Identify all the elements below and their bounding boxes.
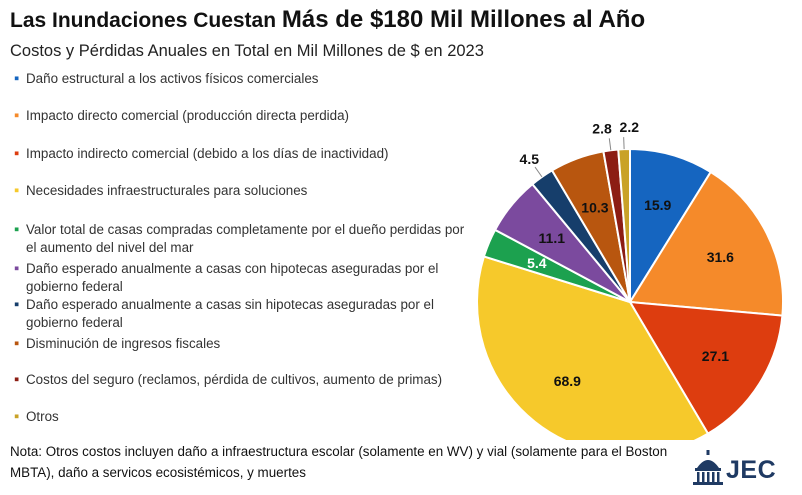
data-label: 68.9 bbox=[554, 373, 581, 389]
title-part-1: Las Inundaciones Cuestan bbox=[10, 9, 282, 32]
legend-label: Disminución de ingresos fiscales bbox=[26, 336, 221, 351]
legend-bullet: ▪ bbox=[14, 182, 20, 199]
data-label: 27.1 bbox=[702, 348, 729, 364]
footnote: Nota: Otros costos incluyen daño a infra… bbox=[10, 444, 668, 480]
legend-bullet: ▪ bbox=[14, 107, 20, 124]
legend-label: Daño esperado anualmente a casas con hip… bbox=[26, 261, 439, 294]
data-label: 31.6 bbox=[707, 249, 734, 265]
legend-bullet: ▪ bbox=[14, 221, 20, 238]
legend-bullet: ▪ bbox=[14, 371, 20, 388]
chart-subtitle: Costos y Pérdidas Anuales en Total en Mi… bbox=[10, 42, 484, 60]
pie-slice bbox=[628, 170, 784, 317]
legend-item: ▪ Otros bbox=[14, 408, 474, 426]
pie-slice bbox=[628, 300, 784, 436]
legend-label: Otros bbox=[26, 409, 59, 424]
legend-item: ▪ Daño estructural a los activos físicos … bbox=[14, 70, 474, 88]
legend-item: ▪ Impacto directo comercial (producción d… bbox=[14, 107, 474, 125]
legend-item: ▪ Costos del seguro (reclamos, pérdida de… bbox=[14, 371, 474, 389]
logo-text: JEC bbox=[726, 456, 777, 484]
pie-chart: 15.9 31.6 27.1 68.9 5.4 11.1 4.5 10.3 2.8 2.2 bbox=[476, 119, 784, 440]
chart-title: Las Inundaciones Cuestan Más de $180 Mil… bbox=[10, 6, 645, 34]
legend-bullet: ▪ bbox=[14, 260, 20, 277]
legend-bullet: ▪ bbox=[14, 145, 20, 162]
pie-slice bbox=[629, 147, 713, 306]
data-label: 4.5 bbox=[520, 151, 540, 167]
legend-item: ▪ Daño esperado anualmente a casas sin hi… bbox=[14, 296, 474, 332]
legend-item: ▪ Disminución de ingresos fiscales bbox=[14, 335, 474, 353]
legend-item: ▪ Impacto indirecto comercial (debido a l… bbox=[14, 145, 474, 163]
title-part-2: Más de $180 Mil Millones al Año bbox=[281, 6, 646, 33]
jec-logo: JEC bbox=[690, 448, 798, 490]
data-label: 11.1 bbox=[539, 230, 566, 246]
legend-label: Impacto indirecto comercial (debido a lo… bbox=[26, 146, 389, 161]
capitol-dome-icon bbox=[693, 450, 723, 485]
legend-item: ▪ Necesidades infraestructurales para sol… bbox=[14, 182, 474, 200]
pie-slice bbox=[476, 255, 710, 440]
data-label: 5.4 bbox=[527, 255, 547, 271]
legend-label: Necesidades infraestructurales para solu… bbox=[26, 183, 308, 198]
legend-bullet: ▪ bbox=[14, 335, 20, 352]
legend-label: Daño esperado anualmente a casas sin hip… bbox=[26, 297, 434, 330]
legend-bullet: ▪ bbox=[14, 70, 20, 87]
legend-item: ▪ Valor total de casas compradas completa… bbox=[14, 221, 474, 257]
data-label: 2.8 bbox=[592, 120, 612, 136]
leader-line bbox=[608, 138, 612, 151]
legend-label: Impacto directo comercial (producción di… bbox=[26, 108, 350, 123]
data-label: 15.9 bbox=[644, 197, 671, 213]
legend-label: Daño estructural a los activos físicos c… bbox=[26, 71, 319, 86]
data-label: 10.3 bbox=[581, 199, 608, 215]
leader-line bbox=[534, 166, 543, 178]
data-label: 2.2 bbox=[620, 119, 640, 135]
legend-item: ▪ Daño esperado anualmente a casas con hi… bbox=[14, 260, 474, 296]
legend-bullet: ▪ bbox=[14, 296, 20, 313]
legend-label: Valor total de casas compradas completam… bbox=[26, 222, 465, 255]
legend-bullet: ▪ bbox=[14, 408, 20, 425]
legend-label: Costos del seguro (reclamos, pérdida de … bbox=[26, 372, 443, 387]
